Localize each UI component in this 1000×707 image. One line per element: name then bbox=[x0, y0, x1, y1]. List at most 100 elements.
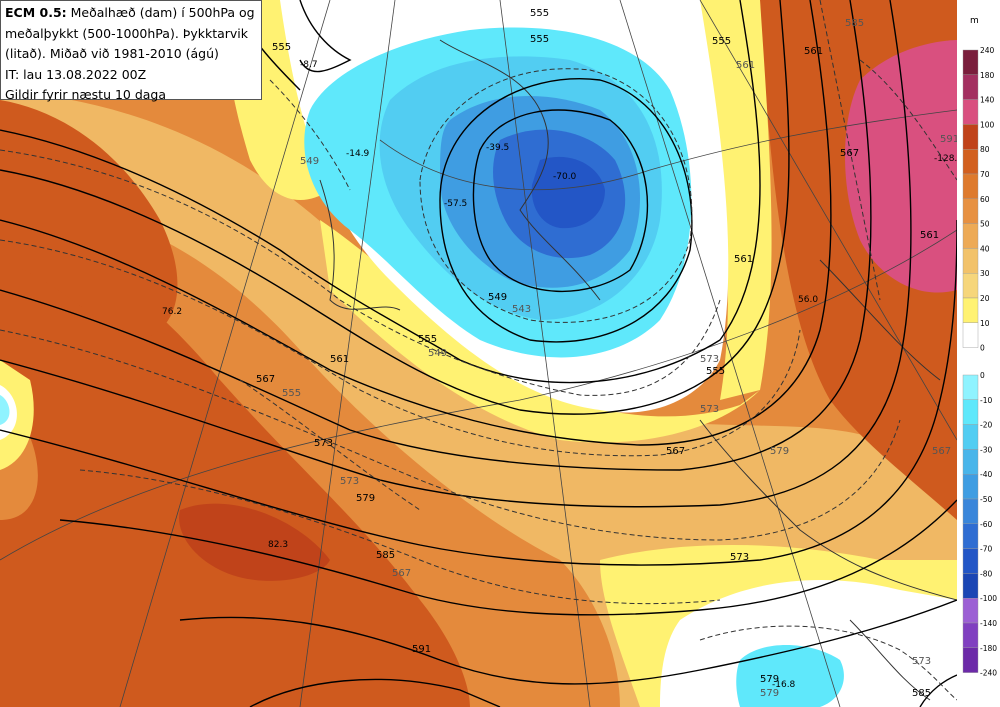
anomaly-pink bbox=[845, 40, 957, 293]
legend-tick-label: 140 bbox=[980, 96, 995, 105]
legend-tick-label: -30 bbox=[980, 445, 992, 454]
contour-label: 555 bbox=[706, 366, 725, 377]
legend-tick-label: 20 bbox=[980, 294, 990, 303]
contour-label: 573 bbox=[340, 476, 359, 487]
legend-tick-label: -180 bbox=[980, 644, 997, 653]
legend-swatch bbox=[962, 622, 979, 648]
legend-swatch bbox=[962, 573, 979, 599]
anomaly-blue-se bbox=[736, 645, 844, 707]
contour-label: 579 bbox=[760, 688, 779, 699]
legend-swatch bbox=[962, 498, 979, 524]
contour-label: 573 bbox=[700, 404, 719, 415]
value-label: 76.2 bbox=[162, 307, 182, 317]
contour-label: 543 bbox=[512, 304, 531, 315]
contour-label: 567 bbox=[392, 568, 411, 579]
legend-swatch bbox=[962, 124, 979, 150]
contour-label: 561 bbox=[736, 60, 755, 71]
coastlines bbox=[319, 39, 957, 701]
legend-swatch bbox=[962, 474, 979, 500]
legend-tick-label: -20 bbox=[980, 421, 992, 430]
legend-tick-label: 60 bbox=[980, 195, 990, 204]
contour-label: 555 bbox=[530, 34, 549, 45]
contour-label: 579 bbox=[356, 493, 375, 504]
legend-tick-label: 40 bbox=[980, 244, 990, 253]
contour-label: 567 bbox=[840, 148, 859, 159]
value-label: -39.5 bbox=[486, 143, 509, 153]
contour-label: 567 bbox=[932, 446, 951, 457]
color-legend: 240 180 140 100 80 70 60 50 40 30 20 10 0 0 -10 -20 -30-… bbox=[957, 0, 1000, 707]
contour-label: 555 bbox=[530, 8, 549, 19]
contour-label: 549 bbox=[488, 292, 507, 303]
legend-swatch bbox=[962, 148, 979, 175]
legend-swatch bbox=[962, 449, 979, 475]
legend-swatch bbox=[962, 598, 979, 624]
legend-swatch bbox=[962, 399, 979, 425]
contour-label: 585 bbox=[376, 550, 395, 561]
legend-tick-label: 70 bbox=[980, 170, 990, 179]
legend-tick-label: 80 bbox=[980, 145, 990, 154]
contour-label: 561 bbox=[920, 230, 939, 241]
contour-label: 573 bbox=[912, 656, 931, 667]
contour-label-group: 555 549 543 561 567 573 579 585 591 555 … bbox=[256, 8, 957, 699]
legend-swatch bbox=[962, 173, 979, 199]
legend-tick-label: -50 bbox=[980, 495, 992, 504]
info-line-5: Gildir fyrir næstu 10 daga bbox=[5, 87, 167, 102]
contour-label: 591 bbox=[940, 134, 957, 145]
contour-label: 579 bbox=[760, 674, 779, 685]
contour-label: 555 bbox=[418, 334, 437, 345]
legend-swatch bbox=[962, 374, 979, 400]
legend-swatch bbox=[962, 49, 979, 75]
legend-tick-label: 30 bbox=[980, 269, 990, 278]
value-label: -8.7 bbox=[300, 60, 318, 70]
value-label: -14.9 bbox=[346, 149, 370, 159]
legend-swatch bbox=[962, 223, 979, 249]
legend-tick-label: -140 bbox=[980, 619, 997, 628]
legend-unit: m bbox=[970, 16, 979, 26]
anomaly-band-nw bbox=[0, 100, 178, 340]
yellow-fringe-mid bbox=[320, 220, 760, 443]
contour-label: 567 bbox=[666, 446, 685, 457]
contour-label: 549 bbox=[428, 348, 447, 359]
anomaly-band-dark bbox=[0, 240, 470, 707]
contour-label: 555 bbox=[282, 388, 301, 399]
legend-swatch bbox=[962, 647, 979, 673]
legend-tick-label: -240 bbox=[980, 669, 997, 678]
info-line-4: IT: lau 13.08.2022 00Z bbox=[5, 66, 147, 82]
legend-swatch bbox=[962, 424, 979, 450]
value-label: -16.8 bbox=[772, 680, 796, 690]
legend-tick-label: 0 bbox=[980, 371, 985, 380]
value-label: 56.0 bbox=[798, 295, 818, 305]
contour-label: 585 bbox=[845, 18, 864, 29]
legend-swatch bbox=[962, 322, 979, 348]
legend-tick-label: 180 bbox=[980, 71, 995, 80]
contour-label: 573 bbox=[314, 438, 333, 449]
legend-tick-label: 240 bbox=[980, 46, 995, 55]
contour-label: 561 bbox=[734, 254, 753, 265]
contour-label: 561 bbox=[804, 46, 823, 57]
legend-tick-label: -70 bbox=[980, 545, 992, 554]
map-info-box: ECM 0.5: Meðalhæð (dam) í 500hPa og meða… bbox=[0, 0, 262, 102]
value-label: -57.5 bbox=[444, 199, 467, 209]
legend-swatch bbox=[962, 297, 979, 323]
anomaly-band-core bbox=[179, 503, 330, 581]
contour-label: 555 bbox=[272, 42, 291, 53]
legend-swatch bbox=[962, 99, 979, 125]
anomaly-blue-center bbox=[531, 156, 605, 229]
contour-label: 591 bbox=[412, 644, 431, 655]
legend-tick-label: 10 bbox=[980, 319, 990, 328]
info-line-1: ECM 0.5: Meðalhæð (dam) í 500hPa og bbox=[5, 3, 257, 24]
contour-label: 567 bbox=[256, 374, 275, 385]
neutral-zone-se bbox=[660, 580, 957, 707]
legend-tick-label: -100 bbox=[980, 594, 997, 603]
contour-label: 573 bbox=[700, 354, 719, 365]
legend-swatch bbox=[962, 273, 979, 299]
height-contours bbox=[0, 0, 957, 707]
anomaly-blue-west bbox=[0, 395, 10, 425]
info-line-2: meðalþykkt (500-1000hPa). Þykktarvik bbox=[5, 25, 249, 41]
info-line-3: (litað). Miðað við 1981-2010 (ágú) bbox=[5, 46, 219, 61]
value-label: 82.3 bbox=[268, 540, 288, 550]
legend-tick-label: 0 bbox=[980, 344, 985, 353]
legend-scale: 240180140100807060504030201000-10-20-30-… bbox=[962, 46, 997, 678]
contour-label: 549 bbox=[300, 156, 319, 167]
legend-tick-label: -60 bbox=[980, 520, 992, 529]
